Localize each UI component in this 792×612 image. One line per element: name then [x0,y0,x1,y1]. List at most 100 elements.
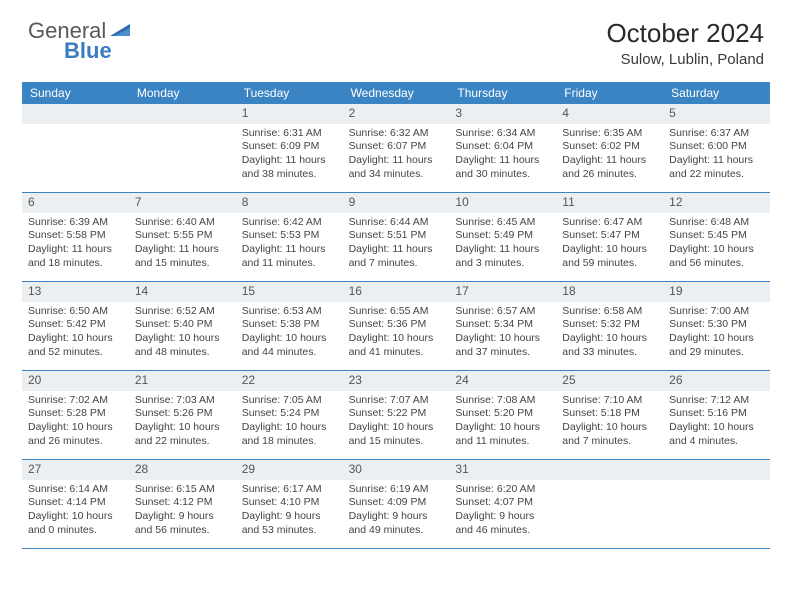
daylight-text: Daylight: 10 hours and 33 minutes. [562,332,657,359]
daylight-text: Daylight: 11 hours and 15 minutes. [135,243,230,270]
day-number: 15 [236,282,343,302]
daylight-text: Daylight: 10 hours and 41 minutes. [349,332,444,359]
day-header: Thursday [449,82,556,104]
sunrise-text: Sunrise: 6:31 AM [242,127,337,141]
sunrise-text: Sunrise: 6:19 AM [349,483,444,497]
day-number: 20 [22,371,129,391]
daylight-text: Daylight: 10 hours and 18 minutes. [242,421,337,448]
day-header: Tuesday [236,82,343,104]
day-number: 8 [236,193,343,213]
daylight-text: Daylight: 10 hours and 29 minutes. [669,332,764,359]
day-cell: 16Sunrise: 6:55 AMSunset: 5:36 PMDayligh… [343,282,450,370]
logo: General Blue [28,18,138,62]
day-number: 23 [343,371,450,391]
day-number: 24 [449,371,556,391]
sunset-text: Sunset: 5:47 PM [562,229,657,243]
week-row: 6Sunrise: 6:39 AMSunset: 5:58 PMDaylight… [22,193,770,282]
sunset-text: Sunset: 5:49 PM [455,229,550,243]
sunrise-text: Sunrise: 7:02 AM [28,394,123,408]
day-number: 13 [22,282,129,302]
day-cell: 3Sunrise: 6:34 AMSunset: 6:04 PMDaylight… [449,104,556,192]
sunrise-text: Sunrise: 6:40 AM [135,216,230,230]
daylight-text: Daylight: 10 hours and 4 minutes. [669,421,764,448]
daylight-text: Daylight: 11 hours and 3 minutes. [455,243,550,270]
day-cell [556,460,663,548]
sunrise-text: Sunrise: 7:08 AM [455,394,550,408]
day-number: 30 [343,460,450,480]
day-number: 4 [556,104,663,124]
daylight-text: Daylight: 9 hours and 49 minutes. [349,510,444,537]
week-row: 1Sunrise: 6:31 AMSunset: 6:09 PMDaylight… [22,104,770,193]
daylight-text: Daylight: 9 hours and 53 minutes. [242,510,337,537]
day-cell: 29Sunrise: 6:17 AMSunset: 4:10 PMDayligh… [236,460,343,548]
sunrise-text: Sunrise: 6:34 AM [455,127,550,141]
day-number: 17 [449,282,556,302]
sunrise-text: Sunrise: 6:17 AM [242,483,337,497]
day-cell: 27Sunrise: 6:14 AMSunset: 4:14 PMDayligh… [22,460,129,548]
sunrise-text: Sunrise: 6:57 AM [455,305,550,319]
sunset-text: Sunset: 5:45 PM [669,229,764,243]
sunrise-text: Sunrise: 6:20 AM [455,483,550,497]
day-number: 7 [129,193,236,213]
daylight-text: Daylight: 10 hours and 52 minutes. [28,332,123,359]
logo-triangle-icon [110,20,130,36]
sunrise-text: Sunrise: 6:44 AM [349,216,444,230]
sunset-text: Sunset: 6:00 PM [669,140,764,154]
day-cell: 25Sunrise: 7:10 AMSunset: 5:18 PMDayligh… [556,371,663,459]
daylight-text: Daylight: 10 hours and 44 minutes. [242,332,337,359]
sunset-text: Sunset: 5:18 PM [562,407,657,421]
sunset-text: Sunset: 6:02 PM [562,140,657,154]
daylight-text: Daylight: 11 hours and 34 minutes. [349,154,444,181]
sunset-text: Sunset: 5:42 PM [28,318,123,332]
sunrise-text: Sunrise: 6:53 AM [242,305,337,319]
day-header: Wednesday [343,82,450,104]
day-cell [663,460,770,548]
day-cell [22,104,129,192]
sunrise-text: Sunrise: 7:05 AM [242,394,337,408]
daylight-text: Daylight: 10 hours and 7 minutes. [562,421,657,448]
day-cell: 31Sunrise: 6:20 AMSunset: 4:07 PMDayligh… [449,460,556,548]
sunrise-text: Sunrise: 6:14 AM [28,483,123,497]
daylight-text: Daylight: 10 hours and 11 minutes. [455,421,550,448]
day-cell: 17Sunrise: 6:57 AMSunset: 5:34 PMDayligh… [449,282,556,370]
sunset-text: Sunset: 4:14 PM [28,496,123,510]
daylight-text: Daylight: 10 hours and 59 minutes. [562,243,657,270]
calendar: SundayMondayTuesdayWednesdayThursdayFrid… [22,82,770,549]
sunset-text: Sunset: 5:32 PM [562,318,657,332]
day-cell: 5Sunrise: 6:37 AMSunset: 6:00 PMDaylight… [663,104,770,192]
sunrise-text: Sunrise: 7:10 AM [562,394,657,408]
sunrise-text: Sunrise: 6:15 AM [135,483,230,497]
sunrise-text: Sunrise: 6:32 AM [349,127,444,141]
daylight-text: Daylight: 11 hours and 18 minutes. [28,243,123,270]
week-row: 20Sunrise: 7:02 AMSunset: 5:28 PMDayligh… [22,371,770,460]
day-cell: 19Sunrise: 7:00 AMSunset: 5:30 PMDayligh… [663,282,770,370]
day-number-empty [129,104,236,124]
day-number: 5 [663,104,770,124]
day-header: Monday [129,82,236,104]
sunset-text: Sunset: 5:58 PM [28,229,123,243]
sunrise-text: Sunrise: 6:42 AM [242,216,337,230]
day-cell: 26Sunrise: 7:12 AMSunset: 5:16 PMDayligh… [663,371,770,459]
day-number: 6 [22,193,129,213]
sunset-text: Sunset: 6:07 PM [349,140,444,154]
sunrise-text: Sunrise: 7:03 AM [135,394,230,408]
day-cell: 2Sunrise: 6:32 AMSunset: 6:07 PMDaylight… [343,104,450,192]
day-cell: 12Sunrise: 6:48 AMSunset: 5:45 PMDayligh… [663,193,770,281]
day-cell: 11Sunrise: 6:47 AMSunset: 5:47 PMDayligh… [556,193,663,281]
daylight-text: Daylight: 10 hours and 26 minutes. [28,421,123,448]
sunrise-text: Sunrise: 6:55 AM [349,305,444,319]
day-number: 16 [343,282,450,302]
sunset-text: Sunset: 5:26 PM [135,407,230,421]
sunrise-text: Sunrise: 7:00 AM [669,305,764,319]
day-number: 18 [556,282,663,302]
title-block: October 2024 Sulow, Lublin, Poland [606,18,764,68]
sunset-text: Sunset: 5:53 PM [242,229,337,243]
day-number: 14 [129,282,236,302]
day-header: Sunday [22,82,129,104]
sunset-text: Sunset: 5:40 PM [135,318,230,332]
day-header: Saturday [663,82,770,104]
sunset-text: Sunset: 5:20 PM [455,407,550,421]
day-cell: 9Sunrise: 6:44 AMSunset: 5:51 PMDaylight… [343,193,450,281]
day-number: 9 [343,193,450,213]
sunset-text: Sunset: 5:24 PM [242,407,337,421]
